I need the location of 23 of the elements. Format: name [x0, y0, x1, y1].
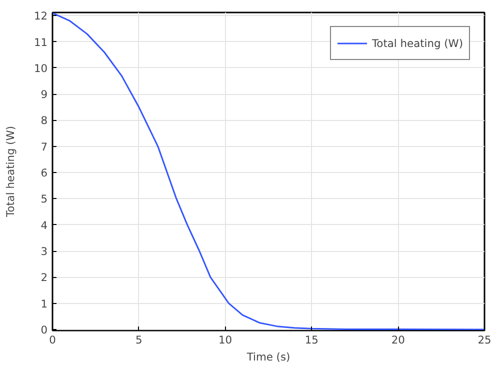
y-tick-label: 11 [34, 36, 48, 49]
y-tick-label: 5 [40, 192, 48, 206]
y-tick-label: 1 [40, 297, 48, 310]
line-series [52, 12, 484, 330]
y-tick-label: 0 [40, 323, 48, 336]
y-tick-label: 8 [40, 114, 48, 128]
x-axis-title: Time (s) [246, 350, 290, 364]
x-tick-label: 20 [391, 334, 406, 346]
y-tick-label: 9 [40, 88, 48, 102]
y-tick-label: 6 [40, 166, 48, 180]
y-tick-label: 2 [40, 271, 48, 284]
x-tick-label: 5 [136, 334, 142, 346]
x-tick-label: 0 [49, 334, 56, 346]
x-tick-label: 25 [478, 334, 492, 346]
x-tick-label: 10 [218, 334, 232, 346]
x-tick-label: 15 [304, 334, 318, 346]
y-axis-title: Total heating (W) [4, 126, 17, 218]
y-tick-label: 7 [40, 140, 48, 154]
y-tick-label: 12 [34, 10, 48, 23]
y-tick-label: 3 [40, 245, 48, 258]
legend-label: Total heating (W) [372, 36, 463, 50]
y-tick-label: 4 [40, 218, 48, 232]
y-tick-label: 10 [34, 62, 48, 75]
